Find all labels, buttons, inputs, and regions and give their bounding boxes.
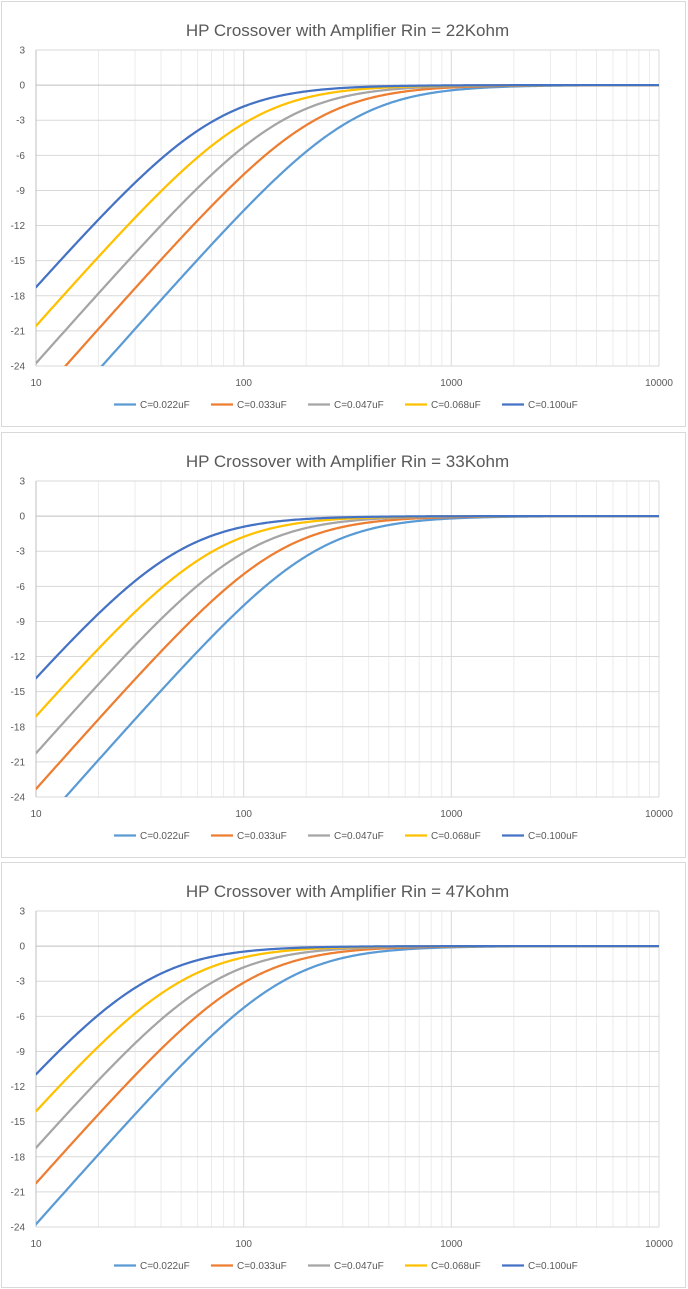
series-line-c-0-100uf [36, 514, 659, 680]
y-tick-label: -6 [16, 1012, 25, 1023]
series-group [36, 83, 659, 366]
chart-svg-22k: HP Crossover with Amplifier Rin = 22Kohm… [11, 21, 674, 411]
y-tick-label: -18 [11, 1152, 26, 1163]
gridlines [35, 480, 660, 798]
y-tick-label: 3 [19, 477, 25, 488]
legend-label: C=0.033uF [237, 1261, 287, 1272]
y-tick-label: -3 [16, 547, 25, 558]
legend-label: C=0.068uF [431, 831, 481, 842]
series-line-c-0-100uf [36, 83, 659, 289]
y-tick-label: -12 [11, 652, 26, 663]
x-tick-label: 10 [30, 378, 42, 389]
y-tick-label: 0 [19, 942, 25, 953]
legend-label: C=0.022uF [140, 1261, 190, 1272]
x-tick-label: 10000 [645, 378, 673, 389]
chart-svg-33k: HP Crossover with Amplifier Rin = 33Kohm… [11, 452, 674, 842]
chart-panel-33k: HP Crossover with Amplifier Rin = 33Kohm… [1, 432, 686, 858]
y-tick-label: -3 [16, 116, 25, 127]
legend-label: C=0.100uF [528, 400, 578, 411]
series-group [36, 944, 659, 1226]
y-tick-label: -21 [11, 757, 26, 768]
y-tick-label: -12 [11, 221, 26, 232]
x-tick-label: 1000 [440, 1239, 463, 1250]
y-tick-label: -21 [11, 1187, 26, 1198]
y-tick-label: -9 [16, 1047, 25, 1058]
y-tick-label: -24 [11, 1223, 26, 1234]
chart-title: HP Crossover with Amplifier Rin = 47Kohm [186, 882, 509, 901]
legend: C=0.022uF C=0.033uF C=0.047uF C=0.068uF C=0.… [114, 1261, 578, 1272]
y-tick-label: -12 [11, 1082, 26, 1093]
chart-title: HP Crossover with Amplifier Rin = 33Kohm [186, 452, 509, 471]
y-tick-label: -15 [11, 1117, 26, 1128]
gridlines [35, 49, 660, 367]
legend-label: C=0.022uF [140, 831, 190, 842]
x-tick-label: 100 [235, 809, 252, 820]
series-line-c-0-022uf [63, 515, 659, 797]
chart-panel-22k: HP Crossover with Amplifier Rin = 22Kohm… [1, 1, 686, 427]
y-tick-label: -6 [16, 151, 25, 162]
x-tick-label: 10 [30, 809, 42, 820]
y-tick-label: -18 [11, 291, 26, 302]
y-tick-label: 3 [19, 907, 25, 918]
y-tick-label: -9 [16, 186, 25, 197]
series-line-c-0-033uf [63, 84, 659, 366]
x-tick-label: 100 [235, 1239, 252, 1250]
x-tick-label: 1000 [440, 809, 463, 820]
y-tick-label: 0 [19, 512, 25, 523]
chart-svg-47k: HP Crossover with Amplifier Rin = 47Kohm… [11, 882, 674, 1272]
x-tick-label: 10 [30, 1239, 42, 1250]
y-tick-label: 3 [19, 46, 25, 57]
series-line-c-0-047uf [36, 944, 659, 1149]
y-tick-label: -9 [16, 617, 25, 628]
chart-panel-47k: HP Crossover with Amplifier Rin = 47Kohm… [1, 862, 686, 1288]
gridlines [35, 910, 660, 1228]
x-tick-label: 10000 [645, 809, 673, 820]
y-tick-label: -15 [11, 687, 26, 698]
legend-label: C=0.100uF [528, 831, 578, 842]
x-tick-label: 10000 [645, 1239, 673, 1250]
legend-label: C=0.068uF [431, 400, 481, 411]
legend-label: C=0.033uF [237, 400, 287, 411]
legend-label: C=0.022uF [140, 400, 190, 411]
legend-label: C=0.033uF [237, 831, 287, 842]
series-line-c-0-022uf [36, 944, 659, 1226]
series-line-c-0-100uf [36, 944, 659, 1076]
legend-label: C=0.047uF [334, 400, 384, 411]
y-tick-label: -24 [11, 362, 26, 373]
series-line-c-0-022uf [100, 84, 659, 366]
legend-label: C=0.047uF [334, 831, 384, 842]
series-group [36, 514, 659, 797]
y-tick-label: -15 [11, 256, 26, 267]
legend-label: C=0.068uF [431, 1261, 481, 1272]
legend: C=0.022uF C=0.033uF C=0.047uF C=0.068uF C=0.… [114, 400, 578, 411]
x-tick-label: 1000 [440, 378, 463, 389]
chart-title: HP Crossover with Amplifier Rin = 22Kohm [186, 21, 509, 40]
x-tick-label: 100 [235, 378, 252, 389]
y-tick-label: -21 [11, 326, 26, 337]
legend-label: C=0.100uF [528, 1261, 578, 1272]
y-tick-label: -6 [16, 582, 25, 593]
legend: C=0.022uF C=0.033uF C=0.047uF C=0.068uF C=0.… [114, 831, 578, 842]
legend-label: C=0.047uF [334, 1261, 384, 1272]
y-tick-label: 0 [19, 81, 25, 92]
y-tick-label: -24 [11, 793, 26, 804]
y-tick-label: -3 [16, 977, 25, 988]
y-tick-label: -18 [11, 722, 26, 733]
